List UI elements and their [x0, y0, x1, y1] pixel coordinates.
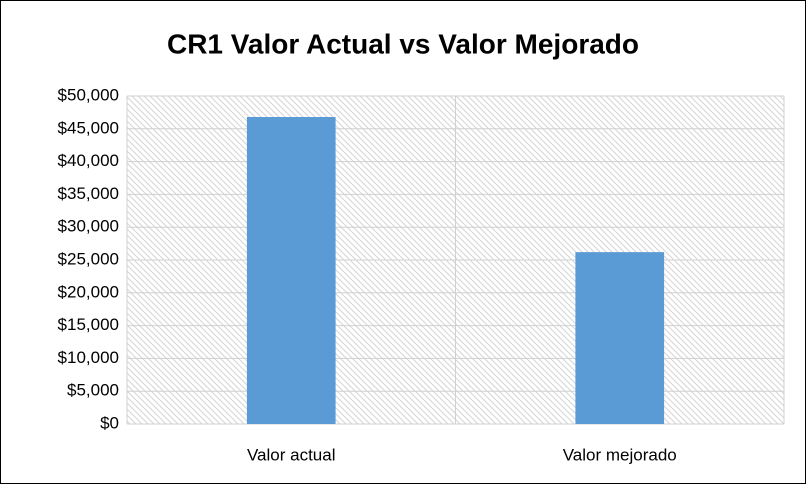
y-tick-label: $45,000: [58, 118, 119, 137]
chart-title: CR1 Valor Actual vs Valor Mejorado: [167, 28, 639, 59]
y-tick-label: $20,000: [58, 282, 119, 301]
y-tick-label: $30,000: [58, 217, 119, 236]
y-tick-label: $5,000: [67, 381, 119, 400]
bar: [246, 116, 336, 424]
bar: [575, 252, 665, 424]
x-tick-label: Valor mejorado: [563, 445, 677, 464]
y-tick-label: $0: [100, 413, 119, 432]
y-tick-label: $40,000: [58, 151, 119, 170]
y-tick-label: $10,000: [58, 348, 119, 367]
y-tick-label: $35,000: [58, 184, 119, 203]
y-tick-label: $50,000: [58, 85, 119, 104]
x-tick-label: Valor actual: [247, 445, 336, 464]
y-tick-label: $25,000: [58, 249, 119, 268]
y-tick-label: $15,000: [58, 315, 119, 334]
